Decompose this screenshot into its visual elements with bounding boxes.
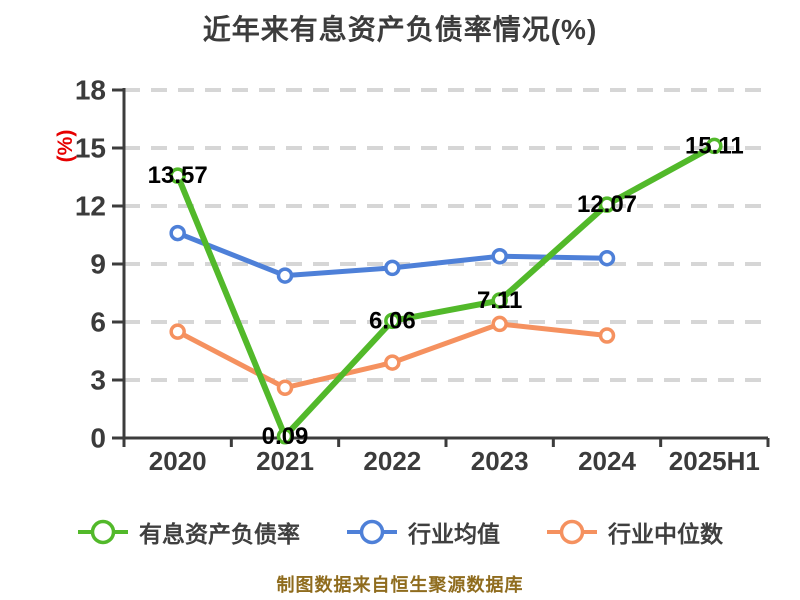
legend-item-1[interactable]: 行业均值 xyxy=(346,515,500,549)
y-tick-label: 12 xyxy=(75,191,106,222)
x-tick-label: 2024 xyxy=(578,446,636,476)
legend-marker-icon xyxy=(347,519,397,545)
y-tick-label: 6 xyxy=(90,307,106,338)
data-point-label: 0.09 xyxy=(262,423,309,450)
line-chart-plot: 0 3 6 9 12 15 18 2020 2021 2022 2023 2024 2025H1 13.5… xyxy=(75,75,770,476)
x-tick-label: 2022 xyxy=(363,446,421,476)
y-tick-label: 15 xyxy=(75,133,106,164)
data-point-label: 7.11 xyxy=(477,287,522,314)
chart-legend: 有息资产负债率 行业均值 行业中位数 xyxy=(0,515,800,549)
data-point-label: 12.07 xyxy=(577,191,637,218)
chart-title: 近年来有息资产负债率情况(%) xyxy=(202,14,598,45)
legend-item-2[interactable]: 行业中位数 xyxy=(546,515,723,549)
data-point-label: 15.11 xyxy=(685,132,744,159)
data-point xyxy=(491,248,508,265)
series-line-0 xyxy=(174,142,718,440)
x-tick-label: 2020 xyxy=(149,446,207,476)
legend-marker-icon xyxy=(78,519,128,545)
data-point xyxy=(169,167,186,184)
legend-item-0[interactable]: 有息资产负债率 xyxy=(77,515,300,549)
legend-label: 有息资产负债率 xyxy=(139,521,300,547)
data-point xyxy=(598,249,616,267)
data-point xyxy=(384,312,401,330)
data-point xyxy=(491,292,508,309)
x-tick-label: 2023 xyxy=(471,446,529,476)
data-point xyxy=(276,428,294,445)
data-point xyxy=(706,137,723,155)
data-point xyxy=(384,354,401,371)
x-tick-label: 2021 xyxy=(256,446,314,476)
x-tick-label: 2025H1 xyxy=(669,446,760,476)
data-source-note: 制图数据来自恒生聚源数据库 xyxy=(276,575,524,595)
legend-label: 行业中位数 xyxy=(608,521,723,547)
y-tick-label: 0 xyxy=(90,423,106,454)
y-tick-label: 18 xyxy=(75,75,106,106)
y-tick-label: 9 xyxy=(90,249,106,280)
data-point xyxy=(169,323,186,340)
data-point xyxy=(276,267,294,284)
data-point xyxy=(491,315,508,333)
data-point-label: 13.57 xyxy=(148,162,208,189)
data-point xyxy=(169,224,186,242)
data-point-label: 6.06 xyxy=(369,307,416,334)
legend-marker-icon xyxy=(547,519,597,545)
legend-label: 行业均值 xyxy=(408,521,500,547)
y-tick-label: 3 xyxy=(90,365,106,396)
data-point xyxy=(598,327,616,344)
data-point xyxy=(384,259,401,277)
data-point xyxy=(276,379,294,396)
data-point xyxy=(598,196,616,213)
